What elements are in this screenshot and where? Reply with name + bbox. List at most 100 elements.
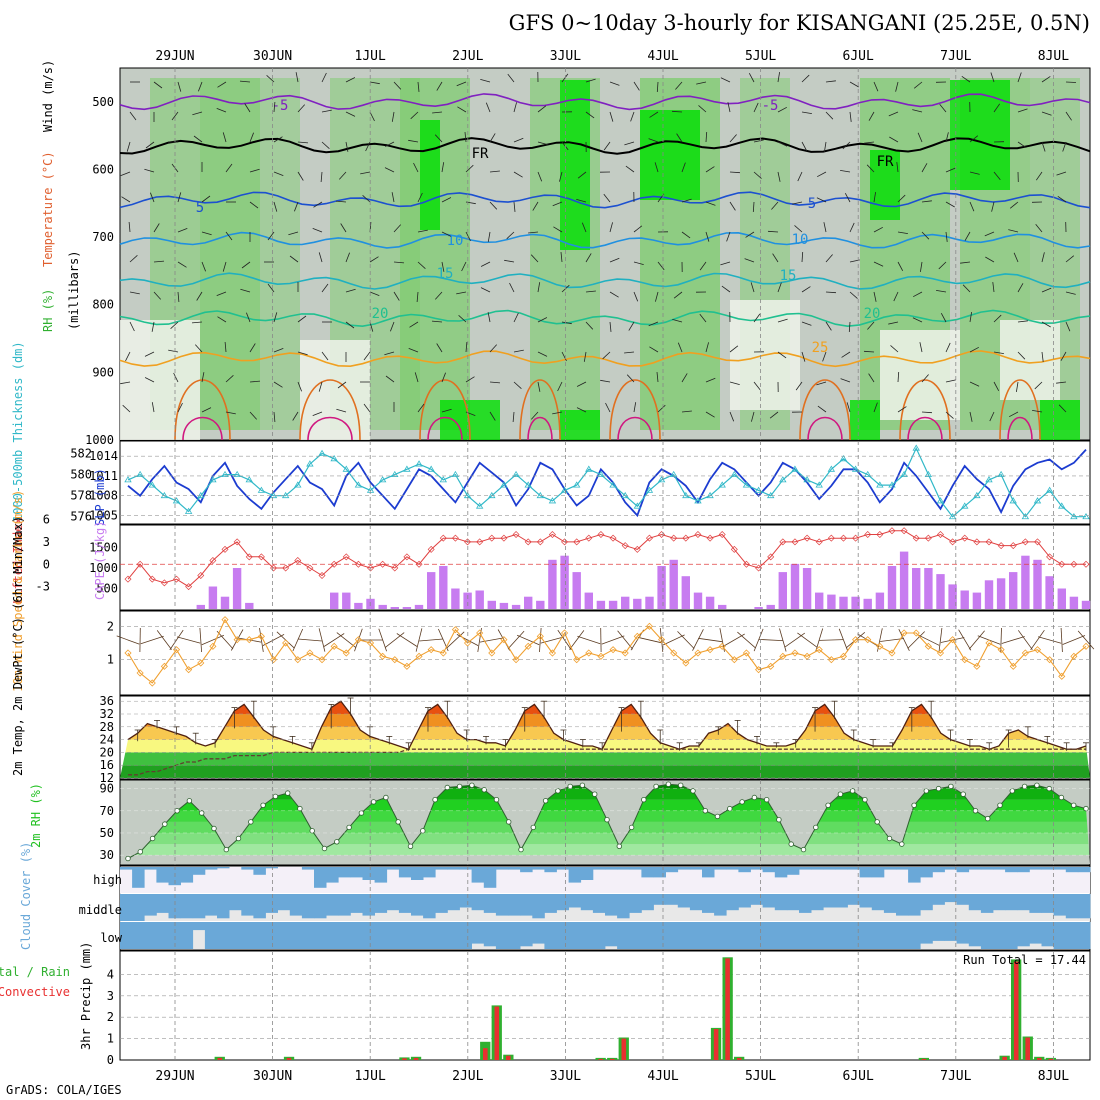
wind-barb	[945, 132, 949, 143]
rh-ytick: 90	[100, 782, 114, 796]
wind-barb	[193, 135, 203, 143]
cape-bar	[584, 592, 593, 609]
date-label-top: 29JUN	[155, 49, 194, 64]
cloud-bar	[398, 922, 412, 949]
cloud-bar	[253, 867, 266, 875]
wind-barb	[369, 291, 380, 296]
cape-bar	[705, 596, 715, 609]
rh2m-point	[555, 788, 561, 794]
wind-barb	[360, 171, 371, 175]
wind10m-barb	[917, 634, 940, 646]
wind-barb	[292, 411, 299, 421]
wind10m-barb	[140, 635, 164, 645]
wind-barb	[576, 407, 587, 413]
upper-air-legend: RH (%) Temperature (°C) Wind (m/s)	[41, 60, 55, 332]
wind-barb	[417, 403, 425, 413]
wind-barb	[464, 132, 467, 143]
rh2m-point	[665, 781, 672, 787]
wind-barb	[168, 349, 179, 353]
precip-convective-bar	[1048, 1058, 1054, 1060]
temp-ytick: 24	[100, 733, 114, 747]
rh2m-point	[186, 798, 193, 804]
upper-air-ytick: 900	[92, 365, 114, 379]
cape-bar	[875, 592, 885, 609]
wind-barb	[897, 194, 906, 203]
cloud-bar	[120, 867, 133, 870]
lifted-index-point	[718, 530, 726, 538]
wind-barb	[633, 225, 643, 233]
wind-barb	[129, 321, 135, 332]
wind-barb	[849, 291, 858, 299]
wind10m-barb	[507, 630, 525, 650]
wind10m-barb	[297, 638, 322, 642]
wind-barb	[408, 139, 419, 143]
wind-barb	[337, 381, 347, 389]
wind10m-barb	[1000, 627, 1002, 653]
cloud-bar	[180, 867, 194, 883]
cloud-bar	[532, 867, 545, 870]
cloud-bar	[750, 894, 763, 905]
wind-barb	[129, 111, 137, 121]
wind-barb	[939, 103, 947, 113]
wind-barb	[506, 231, 515, 240]
contour-label: FR	[472, 146, 489, 162]
cloud-bar	[483, 922, 497, 947]
cape-bar	[560, 555, 569, 609]
wind-barb	[681, 231, 691, 239]
cloud-bar	[132, 867, 145, 888]
wind-barb	[267, 231, 275, 241]
wind10m-barb	[958, 629, 972, 651]
cape-bar	[657, 566, 666, 609]
wind10m-point	[415, 652, 423, 660]
date-label-bottom: 29JUN	[155, 1069, 194, 1084]
thickness-point	[936, 497, 945, 504]
wind-barb	[195, 344, 203, 353]
thickness-point	[645, 486, 654, 493]
wind-barb	[480, 79, 491, 83]
rh2m-point	[800, 846, 807, 853]
wind10m-barb	[758, 639, 783, 641]
wind10m-barb	[1060, 627, 1063, 653]
thickness-point	[851, 465, 860, 472]
wind-barb	[336, 408, 347, 413]
thickness-point	[281, 491, 290, 499]
cloud-bar	[1065, 922, 1079, 949]
cloud-bar	[459, 922, 472, 949]
wind-barb	[1017, 351, 1026, 360]
wind-barb	[144, 351, 155, 357]
wind10m-barb	[477, 628, 482, 652]
rh2m-point	[346, 824, 352, 831]
lifted-index-point	[815, 538, 823, 546]
cloud-bar	[883, 922, 897, 949]
cape-bar	[766, 604, 775, 609]
thickness-point	[560, 486, 569, 493]
cloud-bar	[532, 922, 545, 944]
cloud-bar	[592, 922, 606, 949]
cloud-bar	[301, 922, 315, 949]
wind-barb	[561, 351, 567, 362]
wind-barb	[889, 136, 899, 143]
wind-barb	[312, 411, 323, 416]
wind-barb	[345, 288, 356, 293]
wind-barb	[1017, 141, 1027, 149]
wind-barb	[816, 381, 827, 386]
wind-barb	[1017, 108, 1028, 113]
cape-bar	[475, 590, 484, 609]
cloud-bar	[544, 867, 557, 873]
cape-ytick: 1500	[89, 541, 118, 555]
lifted-index-point	[354, 560, 362, 568]
wind-barb	[772, 253, 779, 263]
wind-barb	[239, 80, 251, 83]
lifted-index-point	[973, 538, 981, 546]
wind10m-barb	[419, 638, 444, 642]
wind-ytick: 2	[107, 619, 114, 633]
rh2m-point	[788, 841, 794, 847]
wind-barb	[873, 402, 878, 413]
wind10m-point	[451, 626, 459, 634]
cloud-bar	[471, 922, 485, 944]
cape-bar	[463, 592, 472, 609]
wind-barb	[628, 321, 635, 331]
wind-barb	[153, 81, 163, 89]
cloud-bar	[774, 867, 788, 878]
rh2m-point	[1021, 783, 1028, 790]
